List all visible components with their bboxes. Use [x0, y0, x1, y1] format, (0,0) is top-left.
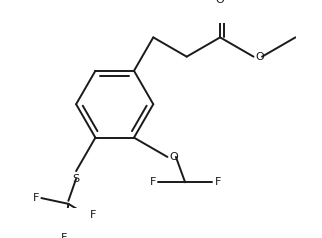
Text: F: F: [62, 233, 68, 238]
Text: F: F: [90, 210, 96, 220]
Text: F: F: [214, 177, 221, 187]
Text: F: F: [149, 177, 156, 187]
Text: O: O: [170, 152, 178, 162]
Text: O: O: [255, 52, 264, 62]
Text: F: F: [33, 193, 39, 203]
Text: O: O: [216, 0, 224, 5]
Text: S: S: [72, 174, 80, 184]
